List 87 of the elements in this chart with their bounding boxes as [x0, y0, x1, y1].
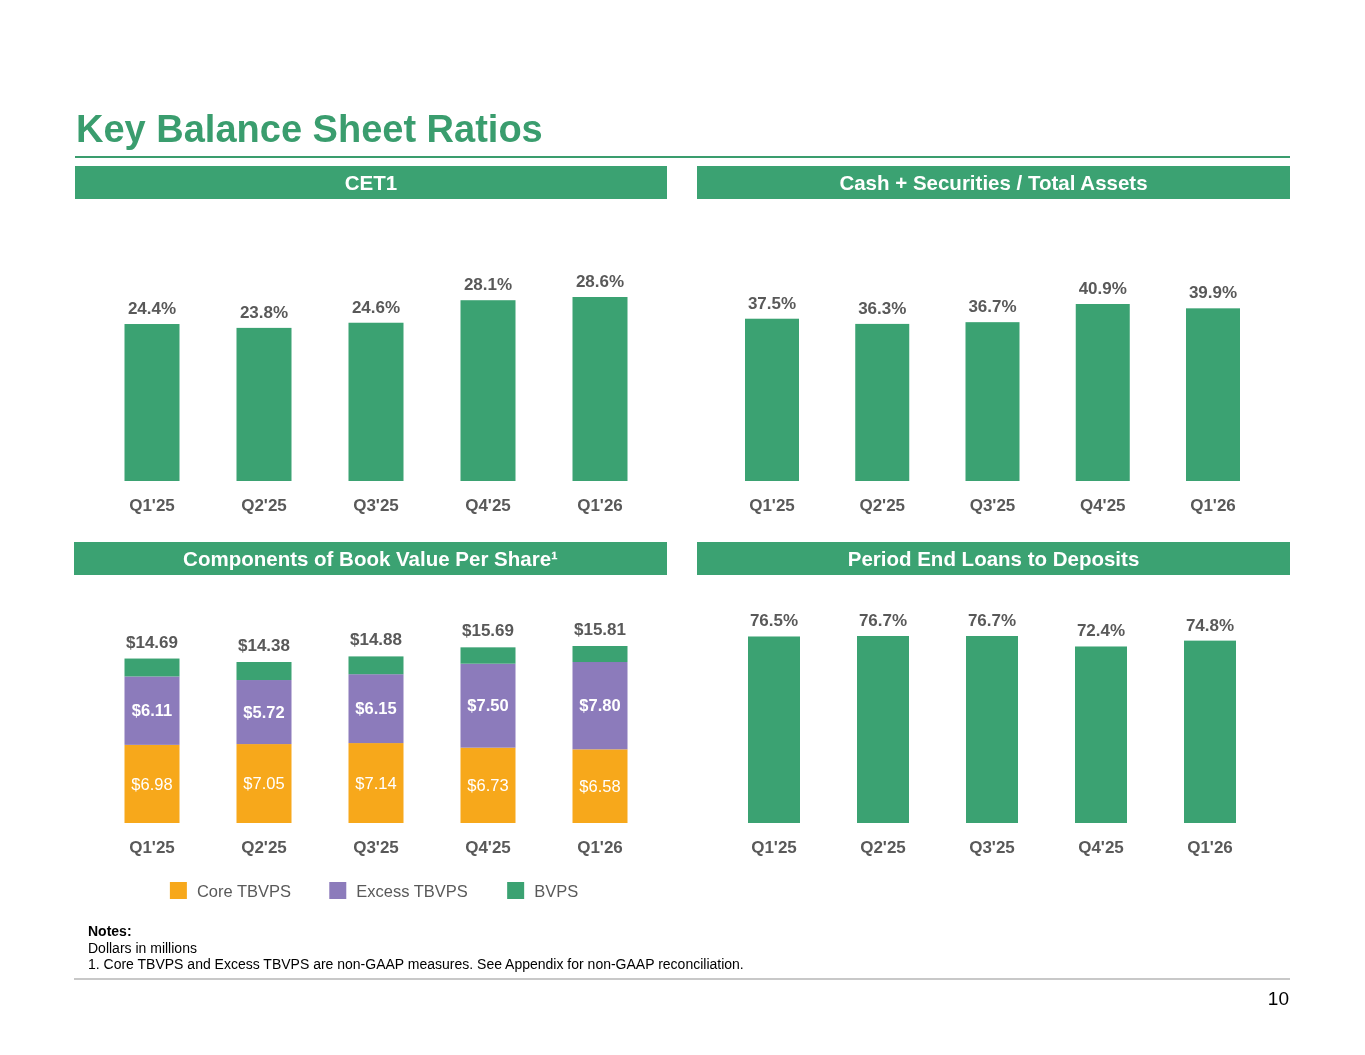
data-label: 40.9% — [1078, 279, 1127, 298]
x-tick-label: Q3'25 — [353, 838, 399, 857]
bar — [460, 647, 516, 664]
data-label: 28.6% — [575, 272, 625, 291]
data-label: 24.4% — [127, 299, 177, 319]
bar — [236, 744, 292, 823]
total-label: $15.81 — [574, 620, 626, 639]
data-label: $6.11 — [131, 701, 173, 720]
x-tick-label: Q1'26 — [577, 838, 623, 857]
x-tick-label: Q1'25 — [751, 838, 797, 857]
data-label: $7.05 — [243, 774, 285, 793]
x-tick-label: Q4'25 — [465, 496, 511, 515]
bar — [236, 662, 292, 681]
bar — [855, 323, 910, 481]
data-label: $7.14 — [355, 773, 397, 792]
bar — [572, 646, 628, 663]
bar — [965, 322, 1020, 481]
chart-title: Components of Book Value Per Share¹ — [183, 546, 559, 570]
bar — [348, 674, 404, 744]
data-label: 39.9% — [1188, 283, 1238, 303]
total-label: $14.88 — [350, 630, 402, 650]
x-tick-label: Q4'25 — [1078, 838, 1124, 857]
x-tick-label: Q2'25 — [859, 496, 906, 515]
data-label: $6.73 — [467, 776, 509, 795]
total-label: $15.69 — [462, 621, 514, 641]
data-label: 28.1% — [463, 275, 513, 295]
data-label: $5.72 — [243, 702, 285, 721]
x-tick-label: Q1'26 — [577, 496, 623, 515]
data-label: 24.6% — [351, 297, 401, 317]
x-tick-label: Q1'26 — [1190, 496, 1236, 515]
data-label: 37.5% — [747, 293, 797, 313]
x-tick-label: Q1'25 — [129, 496, 175, 515]
total-label: $14.38 — [238, 636, 290, 656]
data-label: 76.7% — [967, 611, 1017, 630]
bar — [236, 680, 292, 745]
legend-label: Core TBVPS — [196, 881, 292, 900]
x-tick-label: Q3'25 — [969, 838, 1015, 857]
data-label: 72.4% — [1076, 621, 1126, 641]
x-tick-label: Q4'25 — [1079, 496, 1126, 515]
x-tick-label: Q1'25 — [129, 838, 175, 857]
text: Key Balance Sheet Ratios — [76, 108, 543, 150]
bar — [348, 322, 404, 481]
bar — [460, 663, 516, 748]
chart-title: CET1 — [344, 170, 398, 194]
x-tick-label: Q1'25 — [749, 496, 795, 515]
x-tick-label: Q2'25 — [860, 838, 906, 857]
data-label: 23.8% — [239, 302, 289, 322]
legend-label: Excess TBVPS — [356, 881, 468, 900]
data-label: 76.7% — [858, 611, 908, 630]
text: 10 — [1267, 988, 1289, 1009]
bar — [236, 327, 292, 481]
legend-label: BVPS — [534, 881, 579, 900]
text: 1. Core TBVPS and Excess TBVPS are non-GAAP measures. See Appendix for non-GAAP reconciliation. — [88, 956, 744, 972]
bar — [1186, 308, 1240, 481]
bar — [124, 676, 180, 745]
bar — [572, 749, 628, 823]
total-label: $14.69 — [126, 632, 178, 652]
text: Dollars in millions — [88, 939, 197, 956]
bar — [745, 318, 799, 481]
bar — [124, 324, 180, 481]
bar — [572, 662, 628, 750]
bar — [460, 747, 516, 823]
x-tick-label: Q2'25 — [241, 838, 287, 857]
x-tick-label: Q4'25 — [465, 838, 511, 857]
chart-title: Cash + Securities / Total Assets — [839, 170, 1148, 194]
x-tick-label: Q3'25 — [353, 496, 399, 515]
data-label: 36.7% — [968, 297, 1017, 317]
chart-title: Period End Loans to Deposits — [847, 546, 1140, 570]
bar — [348, 656, 404, 675]
bar — [460, 300, 516, 481]
bar — [572, 297, 628, 481]
data-label: 76.5% — [749, 611, 799, 631]
bar — [124, 658, 180, 677]
x-tick-label: Q3'25 — [969, 496, 1016, 515]
bar — [348, 743, 404, 823]
data-label: 74.8% — [1185, 615, 1235, 635]
bar — [1075, 304, 1130, 481]
data-label: $7.50 — [467, 696, 509, 715]
x-tick-label: Q2'25 — [241, 496, 287, 515]
data-label: 36.3% — [858, 298, 907, 318]
text: Notes: — [88, 923, 132, 939]
bar — [124, 744, 180, 823]
data-label: $6.98 — [131, 774, 173, 793]
data-label: $7.80 — [579, 696, 621, 715]
data-label: $6.58 — [579, 776, 621, 795]
x-tick-label: Q1'26 — [1187, 838, 1233, 857]
data-label: $6.15 — [355, 699, 397, 718]
